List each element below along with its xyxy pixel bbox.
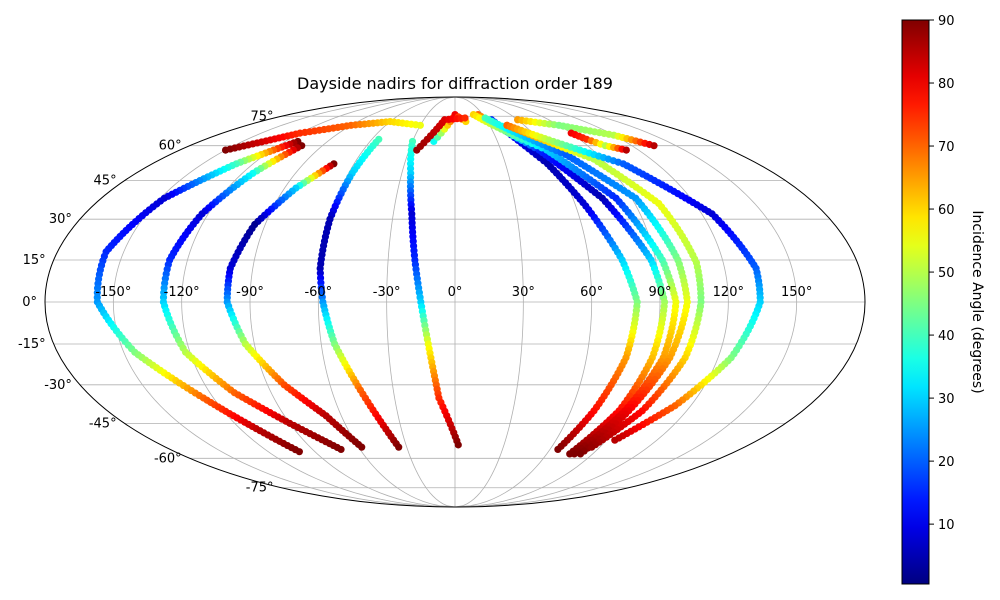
nadir-point xyxy=(650,142,658,150)
longitude-tick-label: 90° xyxy=(648,285,671,300)
longitude-tick-labels: -150° -120° -90° -60° -30° 0° 30° 60° 90° 120° 150… xyxy=(95,285,812,300)
longitude-tick-label: -60° xyxy=(304,285,332,300)
nadir-point xyxy=(461,114,469,122)
nadir-point xyxy=(622,146,630,154)
nadir-point xyxy=(337,445,345,454)
latitude-tick-label: -60° xyxy=(154,451,182,466)
longitude-tick-label: 60° xyxy=(580,285,603,300)
latitude-tick-label: 60° xyxy=(159,139,182,154)
nadir-point xyxy=(554,445,562,454)
latitude-tick-label: 30° xyxy=(49,212,72,227)
nadir-point xyxy=(295,448,303,456)
chart-title: Dayside nadirs for diffraction order 189 xyxy=(297,74,613,93)
latitude-tick-label: -75° xyxy=(246,481,274,496)
graticule xyxy=(45,96,865,508)
map-boundary xyxy=(44,96,866,508)
longitude-tick-label: 150° xyxy=(781,285,812,300)
latitude-tick-label: -30° xyxy=(44,378,72,393)
longitude-tick-label: -120° xyxy=(164,285,200,300)
latitude-tick-label: 0° xyxy=(22,295,37,310)
nadir-point xyxy=(588,443,596,451)
colorbar-tick-label: 30 xyxy=(938,392,955,407)
nadir-point xyxy=(611,436,619,444)
nadir-point xyxy=(570,450,578,458)
longitude-tick-label: -150° xyxy=(95,285,131,300)
latitude-tick-label: 15° xyxy=(23,253,46,268)
scatter-points xyxy=(93,110,764,458)
latitude-tick-label: -15° xyxy=(18,337,46,352)
colorbar-tick-label: 40 xyxy=(938,329,955,344)
colorbar-tick-label: 60 xyxy=(938,203,955,218)
colorbar-tick-label: 10 xyxy=(938,518,955,533)
longitude-tick-label: -90° xyxy=(236,285,264,300)
colorbar-ticks: 10 20 30 40 50 60 70 80 90 xyxy=(929,14,955,533)
colorbar-tick-label: 80 xyxy=(938,77,955,92)
longitude-tick-label: -30° xyxy=(373,285,401,300)
latitude-tick-labels: -75° -60° -45° -30° -15° 0° 15° 30° 45° 60° 75° xyxy=(18,109,274,495)
nadir-point xyxy=(416,121,424,129)
colorbar-tick-label: 70 xyxy=(938,140,955,155)
map-outline xyxy=(44,96,866,508)
longitude-tick-label: 30° xyxy=(512,285,535,300)
latitude-tick-label: 45° xyxy=(94,174,117,189)
colorbar-gradient xyxy=(901,19,930,585)
colorbar: 10 20 30 40 50 60 70 80 90 Incidence Angle (degr… xyxy=(901,14,985,585)
latitude-tick-label: -45° xyxy=(89,416,117,431)
nadir-point xyxy=(454,441,462,449)
nadir-point xyxy=(576,450,585,458)
longitude-tick-label: 0° xyxy=(448,285,463,300)
colorbar-tick-label: 90 xyxy=(938,14,955,29)
colorbar-tick-label: 20 xyxy=(938,455,955,470)
latitude-tick-label: 75° xyxy=(250,109,273,124)
nadir-point xyxy=(395,443,403,451)
colorbar-tick-label: 50 xyxy=(938,266,955,281)
nadir-point xyxy=(358,443,366,451)
longitude-tick-label: 120° xyxy=(713,285,744,300)
colorbar-label: Incidence Angle (degrees) xyxy=(969,210,985,393)
